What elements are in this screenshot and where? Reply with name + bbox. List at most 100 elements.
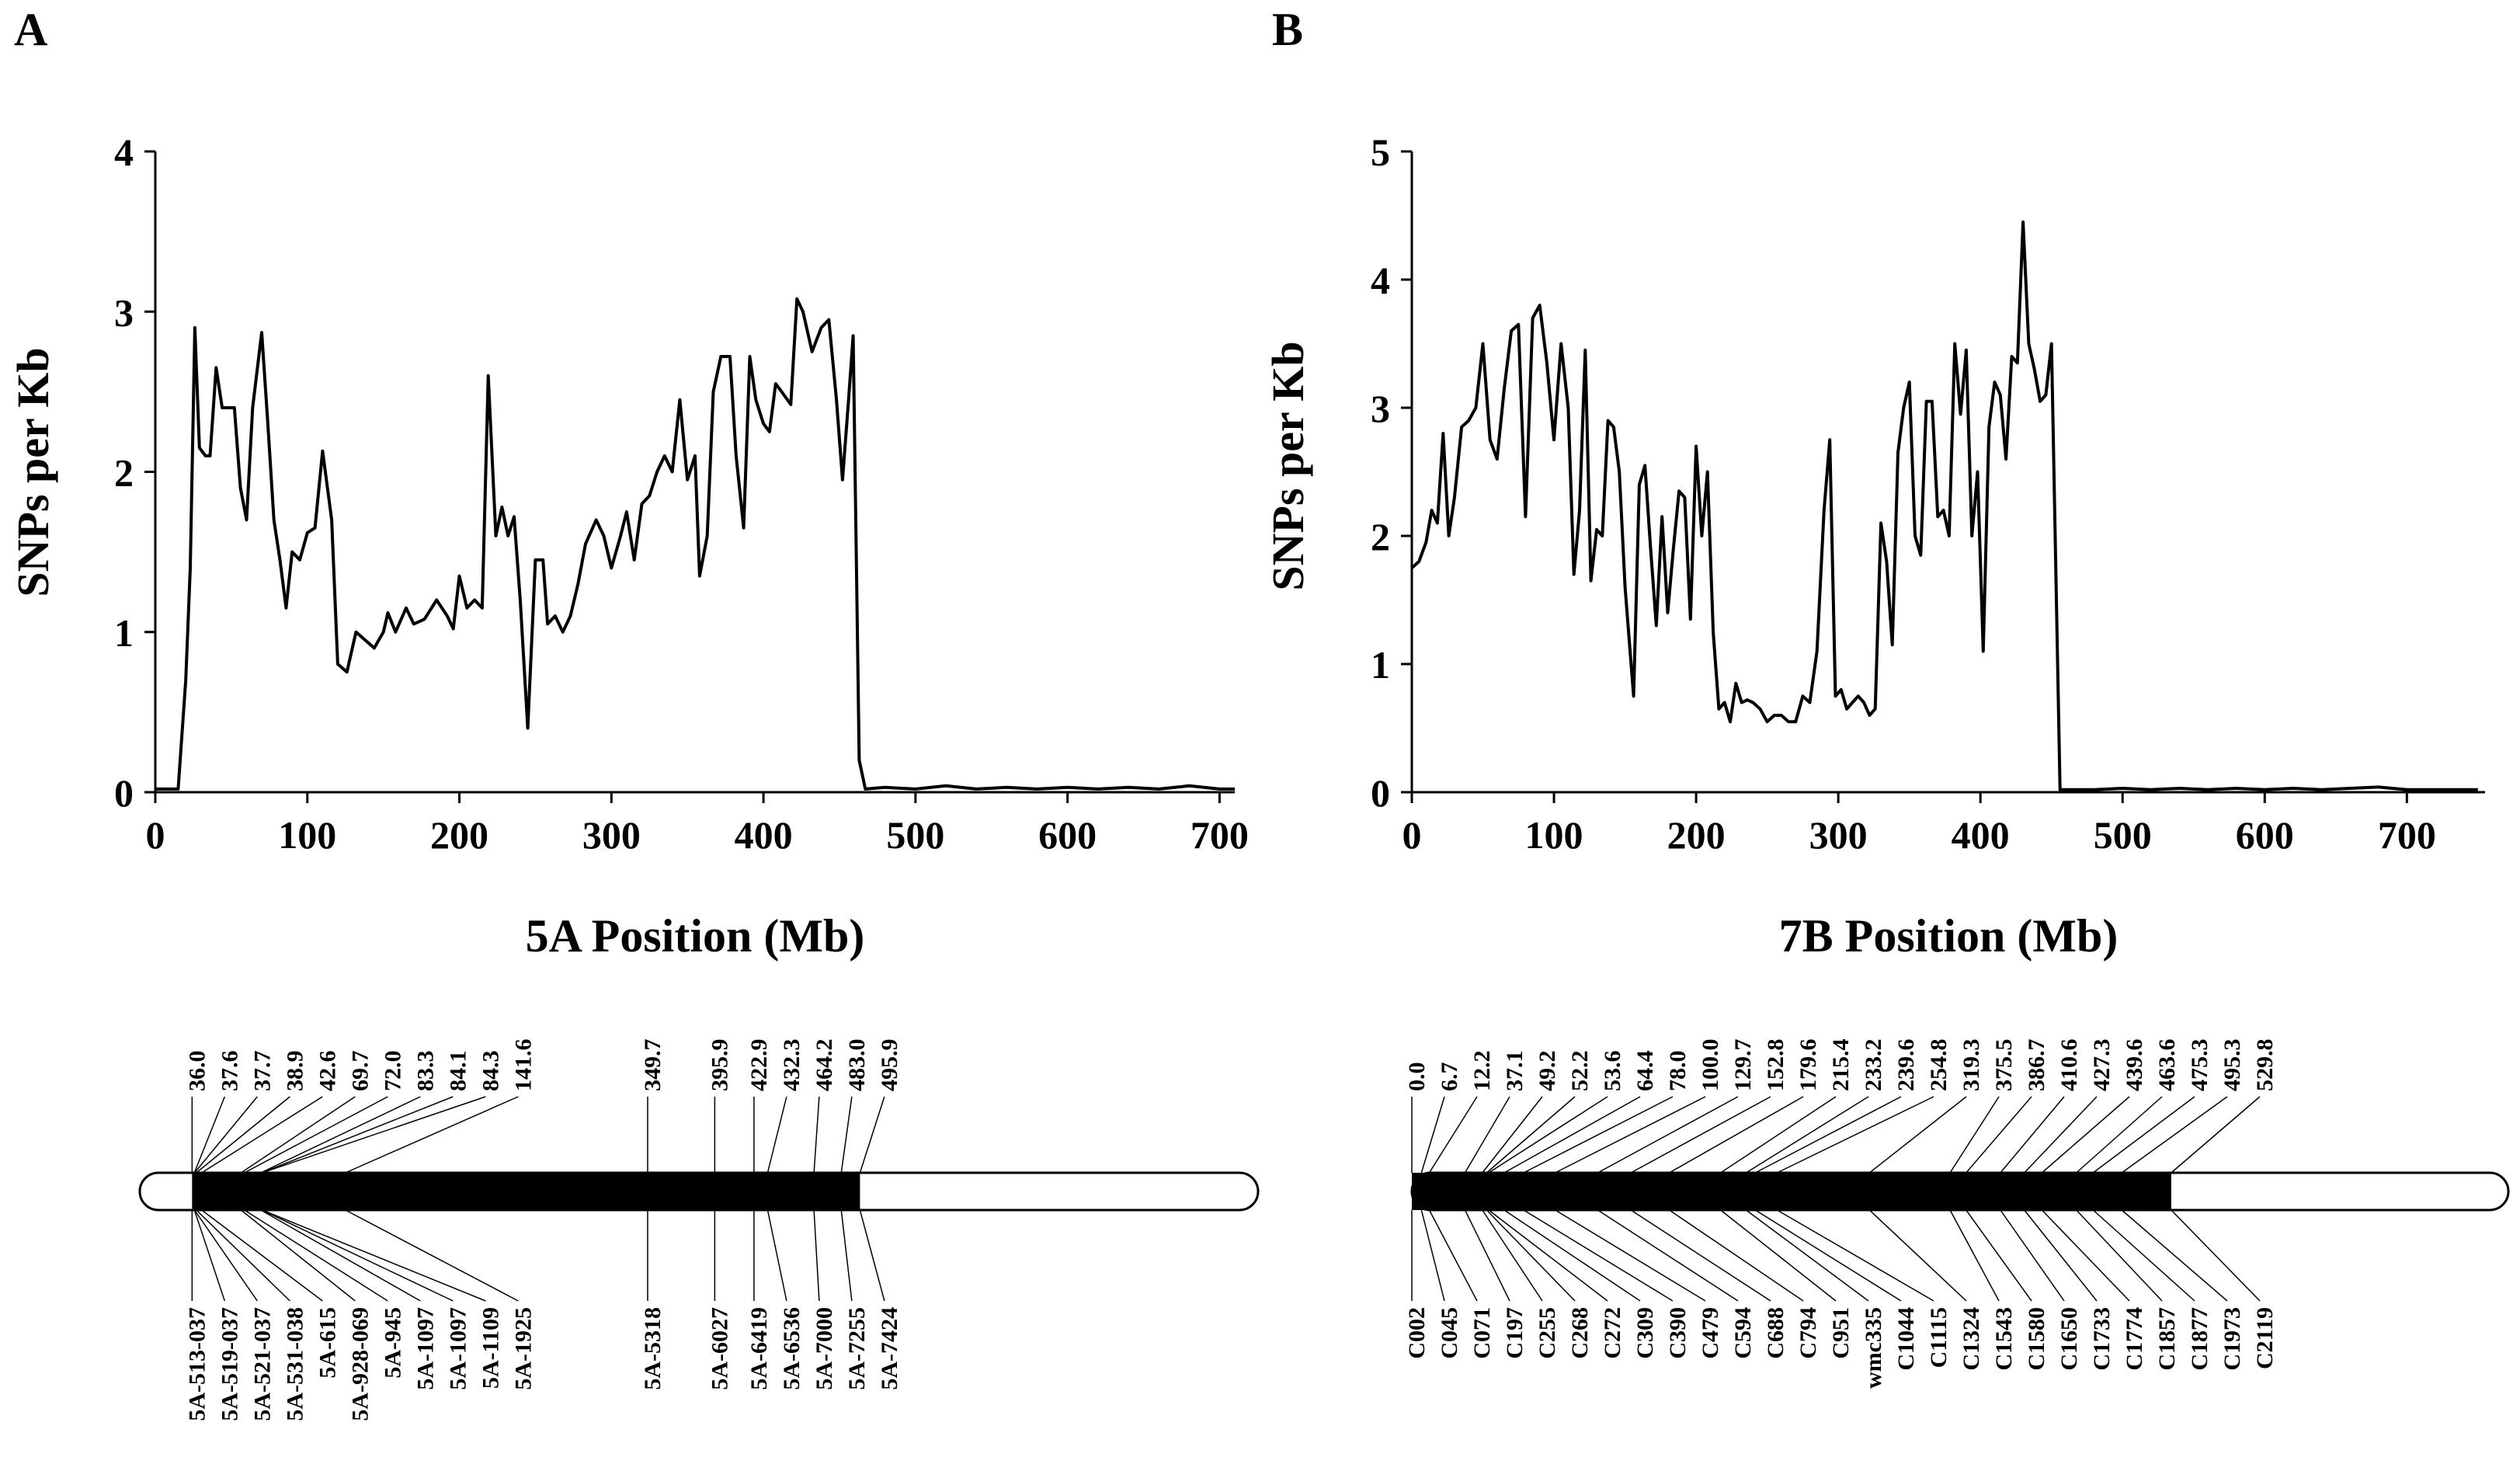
bottom-fan-line	[859, 1209, 885, 1302]
map-position-label: 69.7	[347, 1051, 373, 1092]
top-fan-line	[1523, 1096, 1674, 1174]
bottom-fan-line	[813, 1209, 820, 1302]
bottom-fan-line	[1428, 1209, 1478, 1302]
map-position-label: 37.1	[1502, 1051, 1528, 1092]
bottom-fan-line	[2000, 1209, 2065, 1302]
map-position-label: 386.7	[2024, 1039, 2049, 1092]
marker-label: 5A-521-037	[249, 1307, 275, 1421]
marker-label: C1733	[2089, 1307, 2115, 1371]
marker-label: 5A-531-038	[282, 1307, 308, 1421]
marker-label: C1973	[2219, 1307, 2245, 1371]
marker-label: C309	[1632, 1307, 1658, 1359]
x-tick-label: 300	[1809, 813, 1868, 857]
top-fan-line	[262, 1096, 486, 1174]
bottom-fan-line	[262, 1209, 486, 1302]
marker-label: C688	[1763, 1307, 1788, 1359]
map-position-label: 233.2	[1861, 1039, 1886, 1092]
map-position-label: 179.6	[1795, 1039, 1821, 1092]
top-fan-line	[813, 1096, 820, 1174]
bottom-fan-line	[2092, 1209, 2195, 1302]
bottom-fan-line	[766, 1209, 787, 1302]
map-position-label: 529.8	[2252, 1039, 2278, 1092]
bottom-fan-line	[1745, 1209, 1869, 1302]
top-fan-line	[1420, 1096, 1445, 1174]
top-fan-line	[1482, 1096, 1543, 1174]
top-fan-line	[1720, 1096, 1837, 1174]
map-position-label: 49.2	[1535, 1051, 1560, 1092]
map-position-label: 215.4	[1828, 1039, 1854, 1092]
map-position-label: 38.9	[282, 1051, 308, 1092]
map-position-label: 100.0	[1698, 1039, 1723, 1092]
map-position-label: 52.2	[1567, 1051, 1593, 1092]
series-line-7B	[1410, 220, 2478, 791]
marker-label: C390	[1665, 1307, 1691, 1359]
x-tick-label: 600	[2236, 813, 2294, 857]
x-axis-label: 5A Position (Mb)	[526, 910, 865, 962]
map-position-label: 319.3	[1959, 1039, 1984, 1092]
x-tick-label: 500	[886, 813, 944, 857]
panel-a-map: 36.0 5A-513-037 37.6 5A-519-037 37.7 5A-521-0…	[138, 1039, 1260, 1421]
marker-label: C1877	[2187, 1307, 2212, 1371]
bottom-fan-line	[196, 1209, 290, 1302]
x-tick-label: 500	[2094, 813, 2152, 857]
map-position-label: 84.3	[478, 1051, 503, 1092]
map-position-label: 83.3	[412, 1051, 438, 1092]
map-position-label: 463.6	[2154, 1039, 2180, 1092]
bottom-fan-line	[261, 1209, 454, 1302]
bottom-fan-line	[2171, 1209, 2261, 1302]
top-fan-line	[1966, 1096, 2032, 1174]
top-fan-line	[2076, 1096, 2163, 1174]
x-tick-label: 100	[1525, 813, 1583, 857]
map-position-label: 239.6	[1893, 1039, 1919, 1092]
marker-label: 5A-1097	[412, 1307, 438, 1390]
y-tick-label: 2	[1371, 515, 1390, 558]
marker-label: 5A-7424	[877, 1307, 902, 1390]
marker-label: 5A-6027	[707, 1307, 732, 1390]
marker-label: C197	[1502, 1307, 1528, 1359]
top-fan-line	[2024, 1096, 2098, 1174]
panel-b-map: 0.0 C002 6.7 C045 12.2 C071 37.1 C197 49.2 C255 52…	[1404, 1039, 2510, 1389]
panel-b-label: B	[1272, 4, 1303, 55]
y-axis-label: SNPs per Kb	[1263, 341, 1313, 590]
marker-label: 5A-5318	[640, 1307, 666, 1390]
x-tick-label: 400	[1952, 813, 2010, 857]
marker-label: 5A-1925	[510, 1307, 536, 1390]
map-position-label: 422.9	[746, 1039, 772, 1092]
map-position-label: 37.6	[217, 1051, 242, 1092]
y-tick-label: 1	[1371, 643, 1390, 687]
y-tick-label: 0	[114, 771, 134, 815]
marker-label: wmc335	[1861, 1307, 1886, 1389]
marker-label: C1650	[2056, 1307, 2082, 1371]
map-position-label: 439.6	[2122, 1039, 2147, 1092]
top-fan-line	[2171, 1096, 2261, 1174]
top-fan-line	[766, 1096, 787, 1174]
bottom-fan-line	[840, 1209, 853, 1302]
marker-label: 5A-513-037	[184, 1307, 210, 1421]
map-position-label: 64.4	[1632, 1051, 1658, 1092]
marker-label: 5A-945	[380, 1307, 405, 1379]
bottom-fan-line	[1486, 1209, 1576, 1302]
map-position-label: 427.3	[2089, 1039, 2115, 1092]
top-fan-line	[193, 1096, 258, 1174]
top-fan-line	[2092, 1096, 2195, 1174]
x-tick-label: 400	[735, 813, 793, 857]
map-position-label: 37.7	[249, 1051, 275, 1092]
map-position-label: 129.7	[1730, 1039, 1756, 1092]
bottom-fan-line	[1597, 1209, 1739, 1302]
top-fan-line	[196, 1096, 290, 1174]
marker-label: C045	[1437, 1307, 1462, 1359]
marker-label: C1580	[2024, 1307, 2049, 1371]
panel-b-plot: 0 1 2 3 4 5 0 100 200 300 400 500 600 700 SNPs per Kb 7…	[1263, 130, 2485, 962]
top-fan-line	[1464, 1096, 1510, 1174]
series-line-5A	[155, 297, 1235, 791]
top-fan-line	[1669, 1096, 1804, 1174]
y-tick-label: 2	[114, 451, 134, 495]
marker-label: 5A-6419	[746, 1307, 772, 1390]
marker-label: 5A-1109	[478, 1307, 503, 1389]
y-tick-label: 4	[1371, 259, 1390, 302]
top-fan-line	[1746, 1096, 1869, 1174]
marker-label: 5A-615	[315, 1307, 340, 1379]
marker-label: 5A-519-037	[217, 1307, 242, 1421]
bottom-fan-line	[1720, 1209, 1837, 1302]
marker-label: C594	[1730, 1307, 1756, 1359]
